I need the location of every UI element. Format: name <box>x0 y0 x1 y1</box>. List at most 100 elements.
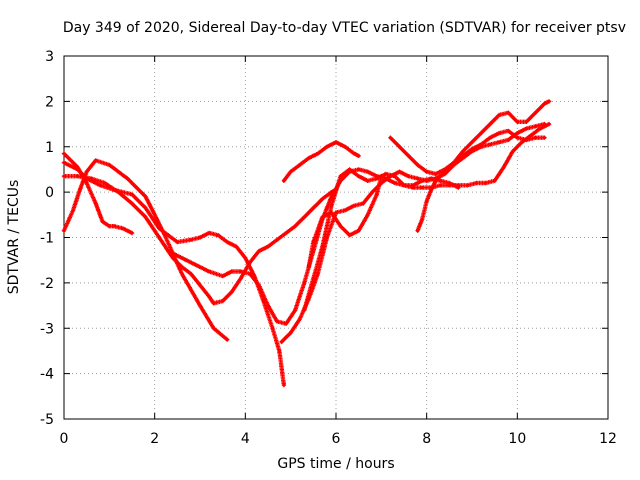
data-point <box>78 188 82 192</box>
data-point <box>121 226 125 231</box>
data-point <box>438 183 442 187</box>
data-point <box>420 185 424 190</box>
y-tick-label: -1 <box>40 231 54 247</box>
data-point <box>506 111 510 115</box>
data-point <box>325 145 329 149</box>
data-point <box>393 174 397 178</box>
data-point <box>488 142 492 147</box>
x-tick-label: 0 <box>60 431 69 447</box>
data-point <box>488 122 492 126</box>
data-point <box>307 156 311 160</box>
data-point <box>85 170 89 174</box>
data-point <box>338 174 343 178</box>
data-point <box>189 238 193 242</box>
data-point <box>533 136 538 140</box>
data-point <box>488 136 492 140</box>
series-track-3 <box>61 160 287 388</box>
data-point <box>520 140 524 144</box>
data-point <box>298 317 302 321</box>
data-point <box>270 326 275 330</box>
data-point <box>479 145 483 149</box>
data-point <box>461 156 465 160</box>
data-point <box>425 199 429 203</box>
data-point <box>375 192 379 196</box>
data-point <box>497 140 501 144</box>
data-point <box>130 201 134 206</box>
data-point <box>397 170 402 174</box>
data-point <box>416 229 420 233</box>
series-track-5 <box>166 121 552 326</box>
data-point <box>198 283 202 287</box>
data-point <box>130 231 134 235</box>
data-point <box>352 204 356 208</box>
data-point <box>334 140 338 144</box>
data-point <box>277 349 281 353</box>
data-point <box>94 201 98 206</box>
x-tick-label: 4 <box>241 431 250 447</box>
data-point <box>293 224 297 228</box>
y-tick-label: -3 <box>40 321 54 337</box>
data-point <box>243 256 247 260</box>
series-markers <box>306 174 384 270</box>
data-point <box>479 131 483 135</box>
y-tick-label: -2 <box>40 276 54 292</box>
series-markers <box>281 140 361 183</box>
data-point <box>62 161 66 165</box>
data-point <box>225 337 229 342</box>
series-markers <box>166 121 552 326</box>
data-point <box>103 181 107 185</box>
chart-title: Day 349 of 2020, Sidereal Day-to-day VTE… <box>62 20 626 36</box>
data-point <box>524 138 529 142</box>
data-point <box>547 122 551 126</box>
data-point <box>429 176 433 181</box>
y-tick-label: -5 <box>40 412 54 428</box>
data-point <box>311 240 315 244</box>
data-point <box>416 176 420 181</box>
data-point <box>107 224 111 228</box>
data-point <box>282 179 286 183</box>
series-track-10 <box>388 99 552 177</box>
data-point <box>320 197 324 201</box>
data-point <box>307 265 311 269</box>
data-point <box>180 265 184 269</box>
data-point <box>239 269 243 274</box>
data-point <box>375 176 379 181</box>
data-point <box>320 215 324 219</box>
data-point <box>343 145 347 149</box>
data-point <box>62 151 66 156</box>
data-point <box>282 383 286 387</box>
data-point <box>343 208 347 212</box>
data-point <box>302 281 306 285</box>
data-point <box>248 260 252 265</box>
data-point <box>239 276 243 280</box>
data-point <box>144 206 148 210</box>
data-point <box>524 120 529 124</box>
data-series <box>61 99 552 388</box>
data-point <box>538 127 542 131</box>
data-point <box>280 340 284 344</box>
data-point <box>434 179 438 183</box>
data-point <box>302 308 306 312</box>
data-point <box>144 215 148 219</box>
data-point <box>89 176 93 181</box>
data-point <box>357 229 361 233</box>
y-axis-label: SDTVAR / TECUs <box>6 179 22 295</box>
data-point <box>461 149 465 153</box>
data-point <box>230 269 234 274</box>
data-point <box>175 240 179 244</box>
series-track-6 <box>281 140 361 183</box>
data-point <box>474 181 479 185</box>
plot-border <box>63 55 609 420</box>
data-point <box>515 131 519 135</box>
data-point <box>275 238 279 242</box>
data-point <box>221 274 225 278</box>
y-tick-label: 1 <box>45 140 54 156</box>
data-point <box>198 303 202 308</box>
data-point <box>515 136 519 140</box>
data-point <box>357 174 361 178</box>
data-point <box>352 151 356 156</box>
data-point <box>320 244 324 249</box>
data-point <box>533 111 538 115</box>
